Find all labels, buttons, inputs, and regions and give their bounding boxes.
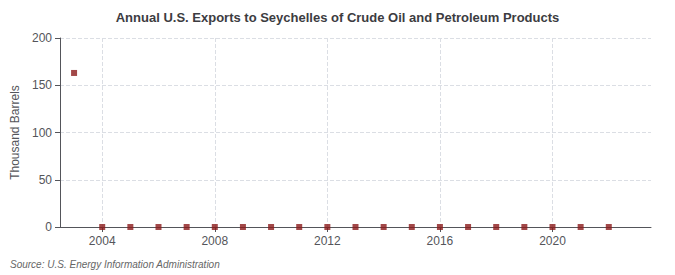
svg-text:2012: 2012	[314, 234, 341, 248]
svg-text:2016: 2016	[427, 234, 454, 248]
svg-text:0: 0	[45, 220, 52, 234]
svg-text:100: 100	[32, 126, 52, 140]
svg-text:2020: 2020	[539, 234, 566, 248]
svg-text:200: 200	[32, 31, 52, 45]
svg-text:Thousand Barrels: Thousand Barrels	[8, 85, 22, 180]
svg-text:Source: U.S. Energy Informatio: Source: U.S. Energy Information Administ…	[10, 259, 220, 270]
svg-text:Annual U.S. Exports to Seychel: Annual U.S. Exports to Seychelles of Cru…	[116, 10, 560, 25]
svg-text:150: 150	[32, 78, 52, 92]
svg-text:2008: 2008	[201, 234, 228, 248]
svg-text:2004: 2004	[89, 234, 116, 248]
svg-text:50: 50	[39, 173, 53, 187]
